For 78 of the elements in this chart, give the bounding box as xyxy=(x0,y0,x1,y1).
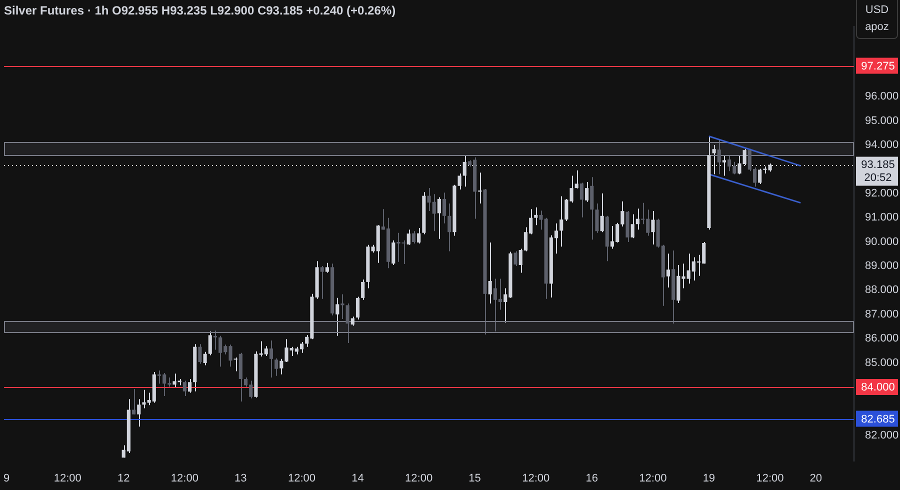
candlestick xyxy=(406,229,410,246)
candlestick xyxy=(585,182,589,202)
candlestick xyxy=(600,192,604,233)
candlestick xyxy=(595,203,599,234)
y-tick-label: 85.000 xyxy=(865,356,899,369)
ref-line-label: 84.000 xyxy=(861,382,895,394)
candlestick xyxy=(182,380,186,396)
y-tick-label: 94.000 xyxy=(865,139,899,152)
candlestick xyxy=(574,170,578,190)
x-tick-label: 20 xyxy=(810,472,822,484)
x-tick-label: 12 xyxy=(117,472,130,484)
candlestick xyxy=(340,294,344,320)
candlestick xyxy=(188,378,192,394)
candlestick xyxy=(636,208,640,230)
candlestick xyxy=(346,302,350,344)
candlestick xyxy=(560,196,564,248)
candlestick xyxy=(132,388,136,415)
candlestick xyxy=(651,210,655,245)
candlestick xyxy=(488,242,492,304)
candlestick xyxy=(666,253,670,288)
y-tick-label: 95.000 xyxy=(865,114,899,127)
x-tick-label: 12:00 xyxy=(288,472,316,484)
y-tick-label: 96.000 xyxy=(865,90,899,103)
x-tick-label: 13 xyxy=(234,472,247,484)
candlestick xyxy=(198,344,202,364)
candlestick xyxy=(717,139,721,175)
candlestick xyxy=(361,279,365,300)
candlestick xyxy=(320,265,324,300)
candlestick xyxy=(396,232,400,262)
candlestick xyxy=(137,398,141,428)
ref-line-label: 97.275 xyxy=(861,60,895,72)
candlestick xyxy=(213,330,218,350)
x-tick-label: 16 xyxy=(586,472,598,484)
candlestick xyxy=(580,182,584,218)
x-tick-label: 15 xyxy=(468,472,481,484)
candlestick xyxy=(590,176,594,240)
y-tick-label: 91.000 xyxy=(865,212,899,224)
x-tick-label: 12:00 xyxy=(170,472,198,484)
y-axis-title: USD xyxy=(864,3,890,18)
ref-line-label: 93.185 20:52 xyxy=(861,159,895,184)
y-tick-label: 86.000 xyxy=(865,332,899,345)
candlestick xyxy=(442,192,446,224)
candlestick xyxy=(412,230,416,244)
candlestick xyxy=(437,196,441,240)
y-tick-label: 90.000 xyxy=(865,236,899,248)
y-tick-label: 89.000 xyxy=(865,260,899,272)
candlestick xyxy=(203,351,207,366)
chart-title: Silver Futures · 1h O92.955 H93.235 L92.900 C93.185 +0.240 (+0.26%) xyxy=(4,4,396,18)
x-tick-label: 19 xyxy=(702,472,716,484)
candlestick xyxy=(269,340,273,378)
x-tick-label: 9 xyxy=(3,472,10,484)
candlestick xyxy=(534,206,538,226)
candlestick xyxy=(448,203,452,252)
candlestick xyxy=(458,173,462,190)
text: apoz xyxy=(864,20,890,35)
ref-line-label: 82.685 xyxy=(861,413,895,426)
candlestick xyxy=(417,227,421,244)
candlestick xyxy=(208,330,212,356)
x-tick-label: 12:00 xyxy=(639,472,667,484)
candlestick xyxy=(325,262,329,274)
y-tick-label: 88.000 xyxy=(865,284,899,296)
candlestick xyxy=(234,356,238,372)
candlestick xyxy=(402,240,406,265)
x-tick-label: 12:00 xyxy=(405,472,433,484)
x-tick-label: 12:00 xyxy=(522,472,550,484)
y-tick-label: 87.000 xyxy=(865,308,899,320)
x-tick-label: 14 xyxy=(352,472,364,484)
candlestick xyxy=(630,214,634,239)
x-tick-label: 12:00 xyxy=(54,472,82,484)
candlestick xyxy=(274,358,278,376)
candlestick xyxy=(356,296,360,320)
candlestick xyxy=(514,250,518,266)
x-tick-label: 12:00 xyxy=(756,472,784,484)
y-tick-label: 92.000 xyxy=(865,187,899,200)
candlestick xyxy=(392,240,396,266)
y-tick-label: 82.000 xyxy=(865,429,899,442)
candlestick xyxy=(336,297,340,336)
candlestick xyxy=(350,316,354,326)
